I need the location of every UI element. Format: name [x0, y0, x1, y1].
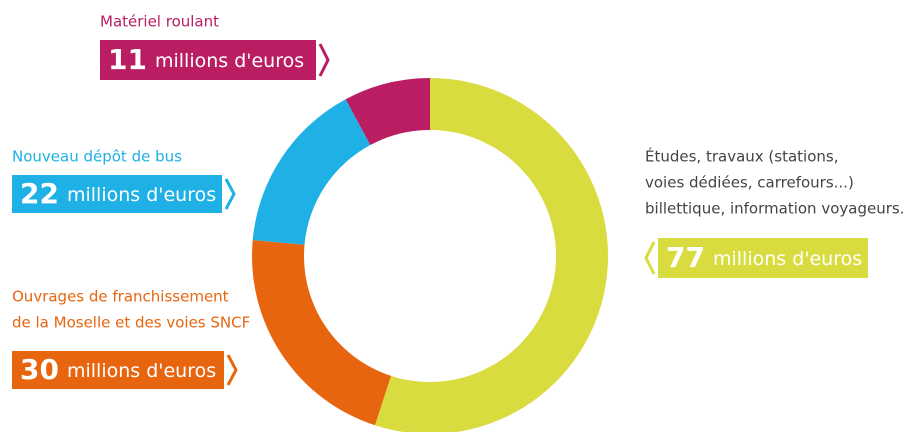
value-number: 22 — [20, 177, 59, 210]
value-unit: millions d'euros — [67, 184, 216, 206]
value-label: 11 millions d'euros — [108, 43, 304, 76]
chevron — [318, 43, 330, 77]
donut-slice — [252, 240, 392, 426]
category-label: de la Moselle et des voies SNCF — [12, 314, 250, 332]
value-number: 77 — [666, 241, 705, 274]
value-label: 22 millions d'euros — [20, 177, 216, 210]
chevron — [226, 354, 238, 386]
donut-slice — [252, 99, 371, 245]
category-label: Études, travaux (stations, — [645, 147, 838, 166]
donut-slice — [374, 78, 608, 432]
value-number: 11 — [108, 43, 147, 76]
category-label: Ouvrages de franchissement — [12, 288, 229, 306]
category-label: billettique, information voyageurs... — [645, 200, 904, 218]
value-unit: millions d'euros — [67, 360, 216, 382]
category-label: voies dédiées, carrefours...) — [645, 174, 854, 192]
value-number: 30 — [20, 353, 59, 386]
chevron — [644, 241, 656, 275]
value-box — [100, 40, 316, 80]
chevron — [224, 178, 236, 210]
category-label: Nouveau dépôt de bus — [12, 148, 182, 166]
value-box — [658, 238, 868, 278]
value-box — [12, 175, 222, 213]
donut-slice — [345, 78, 430, 146]
value-label: 77 millions d'euros — [666, 241, 862, 274]
value-box — [12, 351, 224, 389]
value-unit: millions d'euros — [155, 50, 304, 72]
category-label: Matériel roulant — [100, 13, 219, 31]
value-unit: millions d'euros — [713, 248, 862, 270]
value-label: 30 millions d'euros — [20, 353, 216, 386]
